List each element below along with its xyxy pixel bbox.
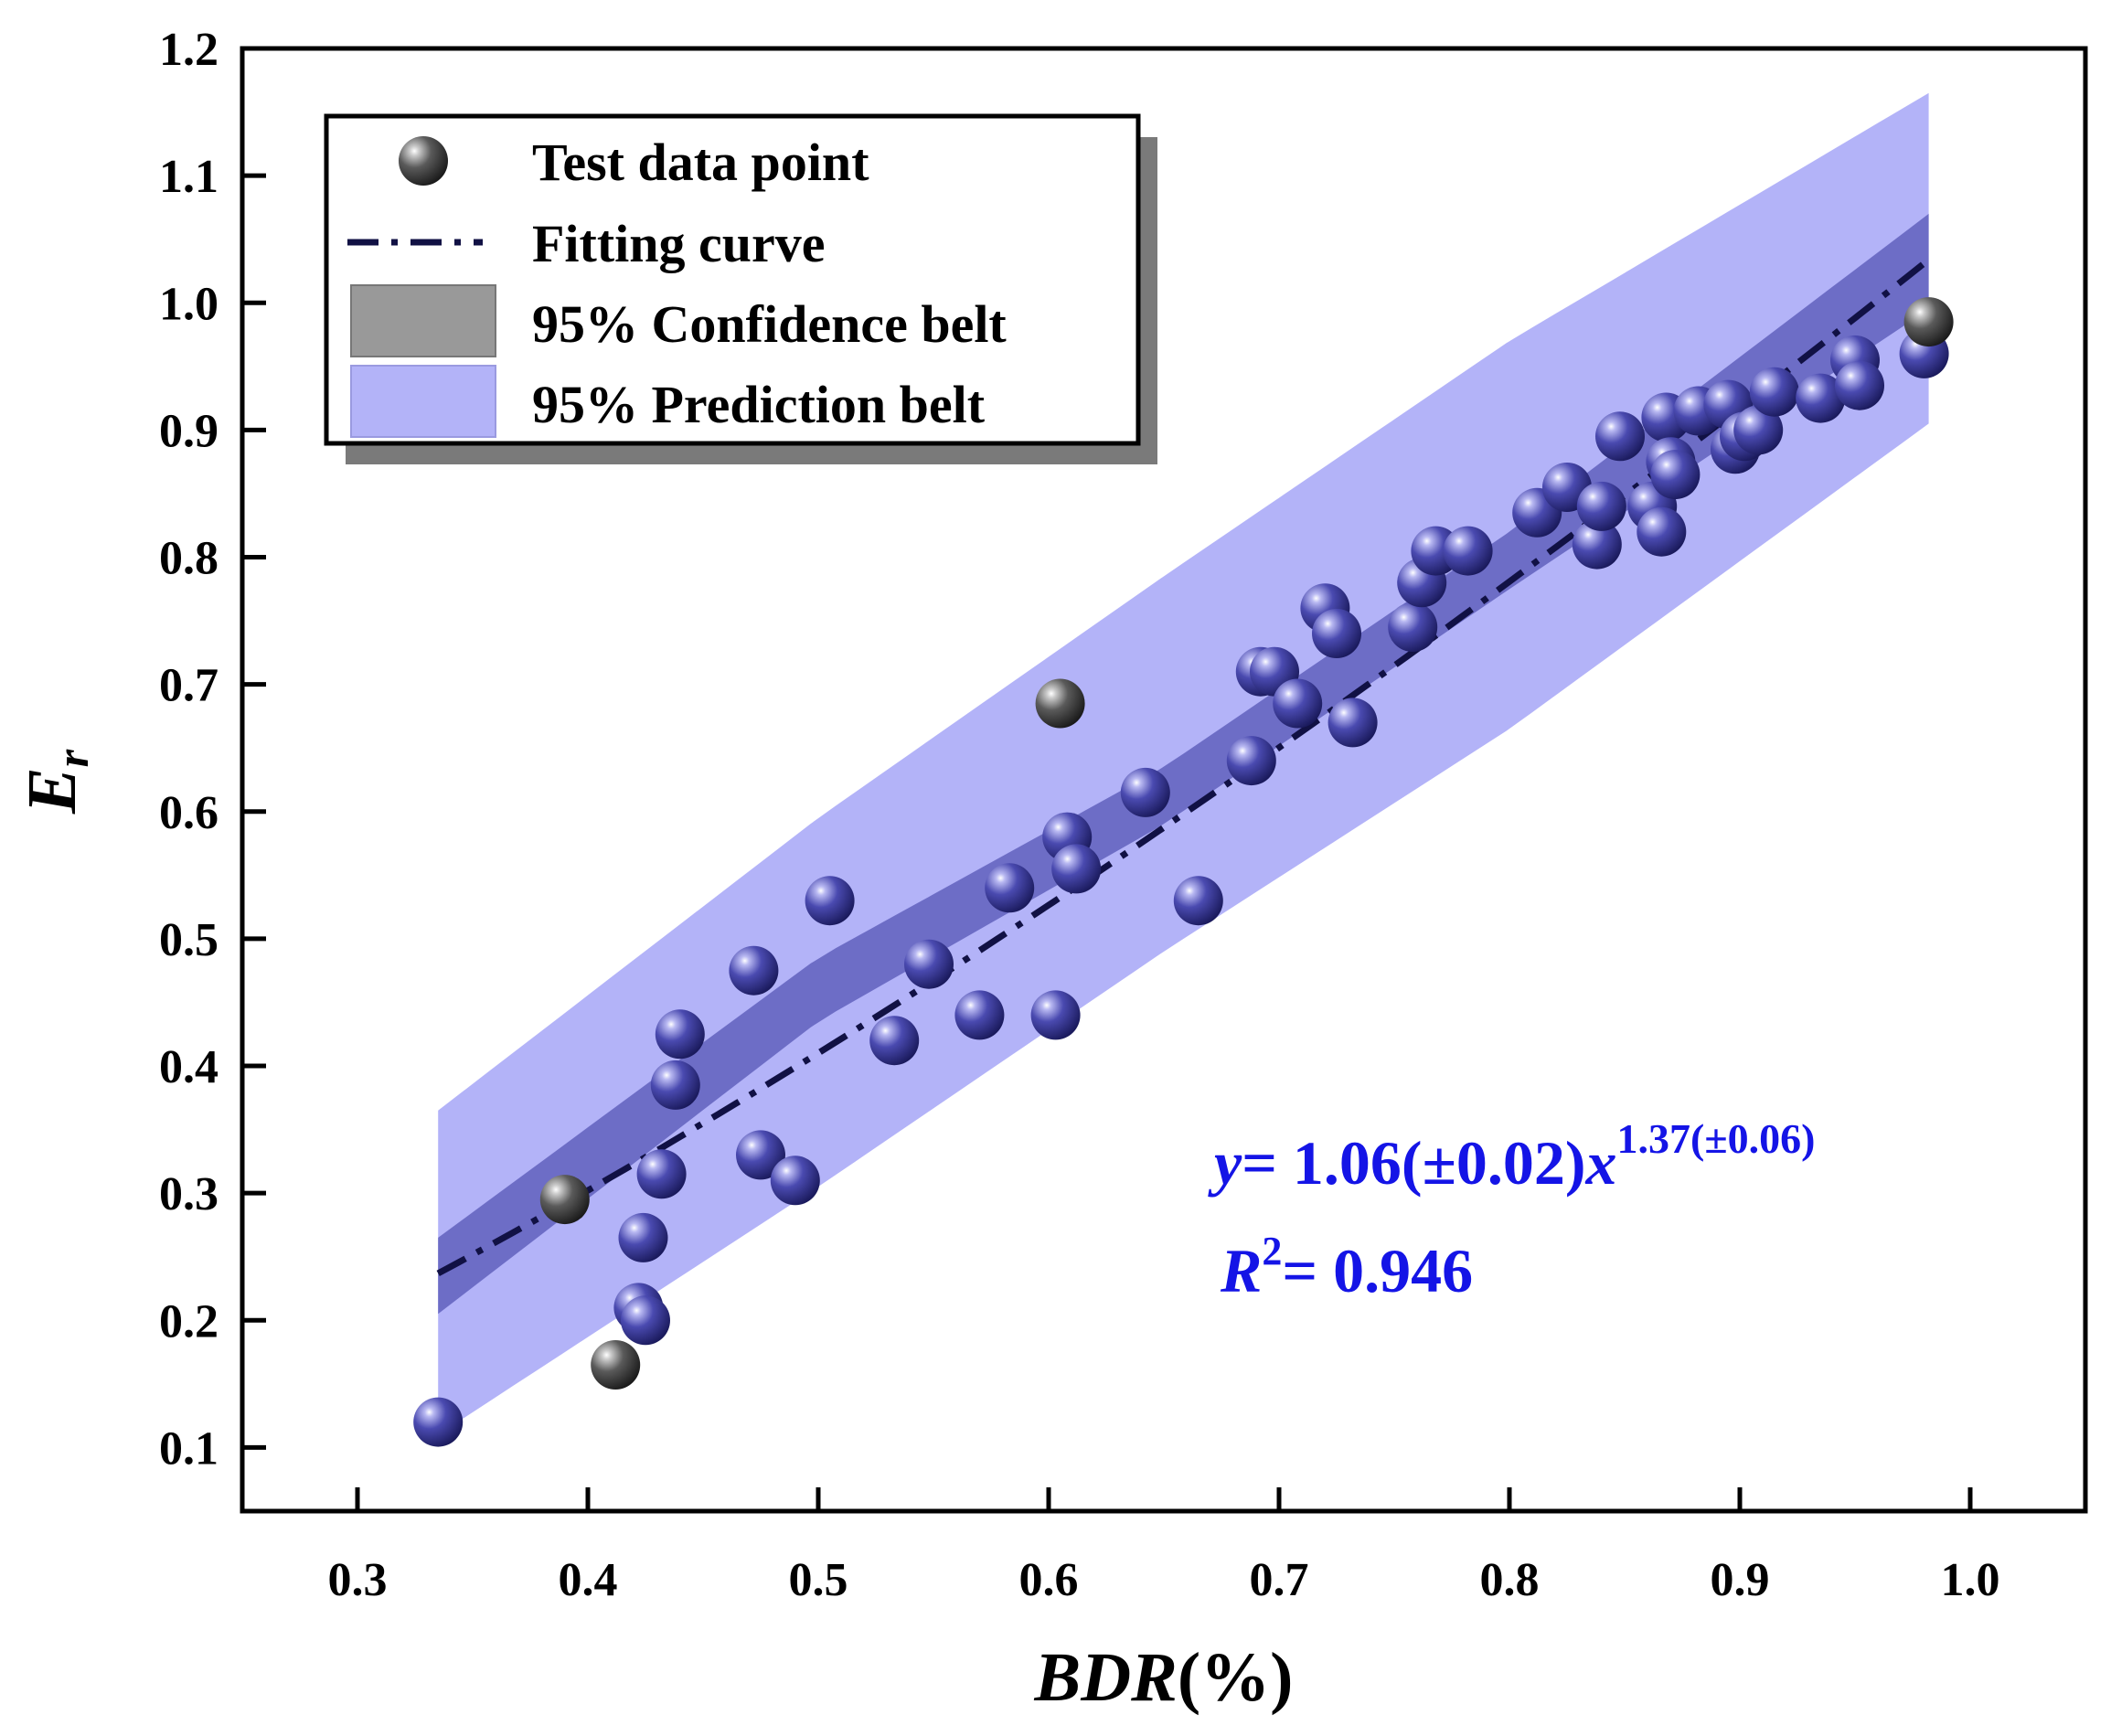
y-tick-label: 0.4 — [159, 1041, 219, 1093]
legend-label-confidence-belt: 95% Confidence belt — [532, 294, 1007, 354]
x-tick-label: 0.3 — [328, 1554, 388, 1606]
legend: Test data point Fitting curve 95% Confid… — [324, 113, 1157, 464]
data-point — [1749, 367, 1799, 417]
data-point — [1733, 405, 1784, 455]
data-point — [1903, 297, 1954, 347]
x-tick-label: 1.0 — [1941, 1554, 2000, 1606]
y-tick-label: 0.3 — [159, 1168, 219, 1220]
x-axis-title-unit: (%) — [1178, 1639, 1294, 1716]
legend-label-prediction-belt: 95% Prediction belt — [532, 375, 986, 434]
legend-marker-prediction-belt — [350, 365, 496, 438]
x-axis-title: BDR(%) — [1034, 1639, 1294, 1716]
eq-x: x — [1585, 1128, 1617, 1198]
x-tick-label: 0.4 — [559, 1554, 618, 1606]
data-point — [621, 1295, 670, 1346]
x-tick-label: 0.6 — [1019, 1554, 1079, 1606]
data-point — [413, 1397, 464, 1447]
data-point — [1572, 519, 1622, 570]
legend-marker-confidence-belt — [350, 284, 496, 357]
legend-marker-test-data — [399, 136, 448, 186]
y-tick-label: 1.0 — [159, 278, 219, 330]
y-tick-label: 0.5 — [159, 914, 219, 966]
data-point — [1120, 767, 1170, 817]
eq-mid: = 1.06(±0.02) — [1242, 1128, 1585, 1198]
data-point — [729, 945, 779, 996]
data-point — [1051, 844, 1102, 894]
data-point — [1650, 450, 1701, 500]
data-point — [636, 1149, 687, 1199]
x-axis-title-main: BDR — [1034, 1639, 1178, 1716]
y-tick-label: 1.2 — [159, 24, 219, 76]
r-exponent: 2 — [1262, 1229, 1282, 1273]
data-point — [736, 1130, 785, 1180]
data-point — [1327, 698, 1378, 748]
data-point — [805, 876, 855, 926]
data-point — [770, 1156, 820, 1206]
data-point — [985, 863, 1035, 913]
data-point — [1273, 678, 1323, 729]
data-point — [591, 1340, 641, 1390]
data-point — [539, 1175, 590, 1225]
data-point — [904, 939, 954, 989]
data-point — [954, 990, 1005, 1040]
x-tick-label: 0.8 — [1480, 1554, 1540, 1606]
axis-ticks: 0.3 0.4 0.5 0.6 0.7 0.8 0.9 1.0 0.1 0.2 0.3 0.4 0.5 0… — [159, 24, 2000, 1606]
y-tick-label: 0.1 — [159, 1422, 219, 1475]
y-tick-label: 0.8 — [159, 533, 219, 585]
x-tick-label: 0.7 — [1250, 1554, 1309, 1606]
data-point — [618, 1212, 668, 1262]
data-point — [1035, 678, 1085, 729]
data-point — [1796, 373, 1846, 423]
r-value: = 0.946 — [1282, 1236, 1473, 1305]
legend-label-fitting-curve: Fitting curve — [532, 214, 826, 273]
fit-annotation: y= 1.06(±0.02)x1.37(±0.06) R2= 0.946 — [1208, 1115, 1815, 1305]
data-point — [1312, 609, 1361, 658]
r-letter: R — [1220, 1236, 1262, 1305]
y-tick-label: 0.6 — [159, 787, 219, 839]
x-tick-label: 0.9 — [1711, 1554, 1770, 1606]
confidence-belt — [438, 213, 1929, 1315]
eq-y: y — [1208, 1128, 1242, 1198]
data-point — [1443, 526, 1493, 576]
data-point — [1030, 990, 1081, 1040]
data-point — [1835, 360, 1884, 410]
data-point — [1637, 506, 1687, 557]
data-points — [413, 297, 1954, 1447]
y-tick-label: 1.1 — [159, 151, 219, 203]
x-tick-label: 0.5 — [789, 1554, 848, 1606]
r-squared: R2= 0.946 — [1220, 1229, 1473, 1305]
data-point — [1173, 876, 1223, 926]
data-point — [650, 1060, 700, 1110]
y-tick-label: 0.7 — [159, 660, 219, 712]
eq-exponent: 1.37(±0.06) — [1617, 1115, 1816, 1162]
data-point — [1388, 602, 1438, 652]
y-tick-label: 0.9 — [159, 405, 219, 457]
data-point — [1595, 411, 1645, 462]
y-axis-title-sub: r — [47, 749, 98, 767]
data-point — [655, 1009, 705, 1060]
data-point — [1576, 481, 1626, 531]
legend-label-test-data: Test data point — [532, 133, 869, 192]
y-tick-label: 0.2 — [159, 1295, 219, 1347]
data-point — [869, 1016, 920, 1066]
y-axis-title: Er — [14, 749, 98, 815]
plot-frame — [240, 46, 2088, 1514]
data-point — [1226, 736, 1276, 786]
fit-equation: y= 1.06(±0.02)x1.37(±0.06) — [1208, 1115, 1815, 1198]
y-axis-title-main: E — [14, 767, 91, 815]
belts — [436, 92, 1931, 1435]
